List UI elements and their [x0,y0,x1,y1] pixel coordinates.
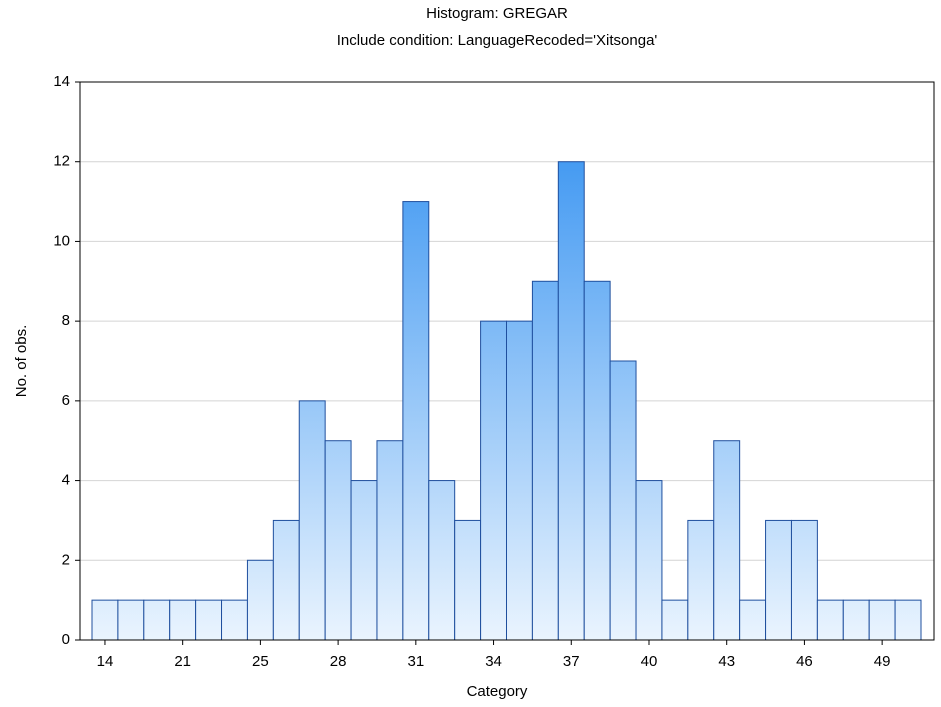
bar [790,519,818,641]
y-tick-label: 4 [62,472,70,489]
bar [894,599,922,641]
x-tick-label: 14 [97,653,114,670]
x-tick-label: 40 [641,653,658,670]
x-tick-label: 21 [174,653,191,670]
bar [661,599,689,641]
bar [635,480,663,641]
x-tick-label: 25 [252,653,269,670]
bar [91,599,119,641]
bar [480,320,507,641]
bar [842,599,870,641]
bar [713,440,741,641]
x-tick-label: 28 [330,653,347,670]
bar [765,519,792,641]
bar [272,519,300,641]
y-tick-label: 10 [53,232,70,249]
x-tick-label: 46 [796,653,813,670]
bar [324,440,352,641]
bar [506,320,533,641]
bar [221,599,248,641]
chart-title: Histogram: GREGAR [426,5,568,22]
y-axis-label: No. of obs. [13,325,30,398]
y-tick-label: 0 [62,631,70,648]
chart-subtitle: Include condition: LanguageRecoded='Xits… [337,32,658,49]
x-tick-label: 49 [874,653,891,670]
x-tick-label: 37 [563,653,580,670]
bar [868,599,896,641]
bar [195,599,223,641]
bar [609,360,637,641]
x-tick-label: 43 [718,653,735,670]
bar [402,201,430,641]
x-tick-label: 31 [407,653,424,670]
x-axis-label: Category [467,683,528,700]
bar [376,440,404,641]
plot-frame [79,81,935,641]
bar [246,559,274,641]
bar [557,161,585,641]
bar [428,480,456,641]
y-tick-label: 14 [53,73,70,90]
bar [816,599,844,641]
y-tick-label: 6 [62,392,70,409]
bar [583,280,611,641]
bar [739,599,767,641]
bar [298,400,326,641]
y-tick-label: 12 [53,153,70,170]
y-tick-label: 2 [62,551,70,568]
bar [143,599,171,641]
x-tick-label: 34 [485,653,502,670]
bar [531,280,559,641]
bar [169,599,197,641]
bar [350,480,378,641]
bar [687,519,715,641]
bar [454,519,482,641]
y-tick-label: 8 [62,312,70,329]
bar [117,599,145,641]
